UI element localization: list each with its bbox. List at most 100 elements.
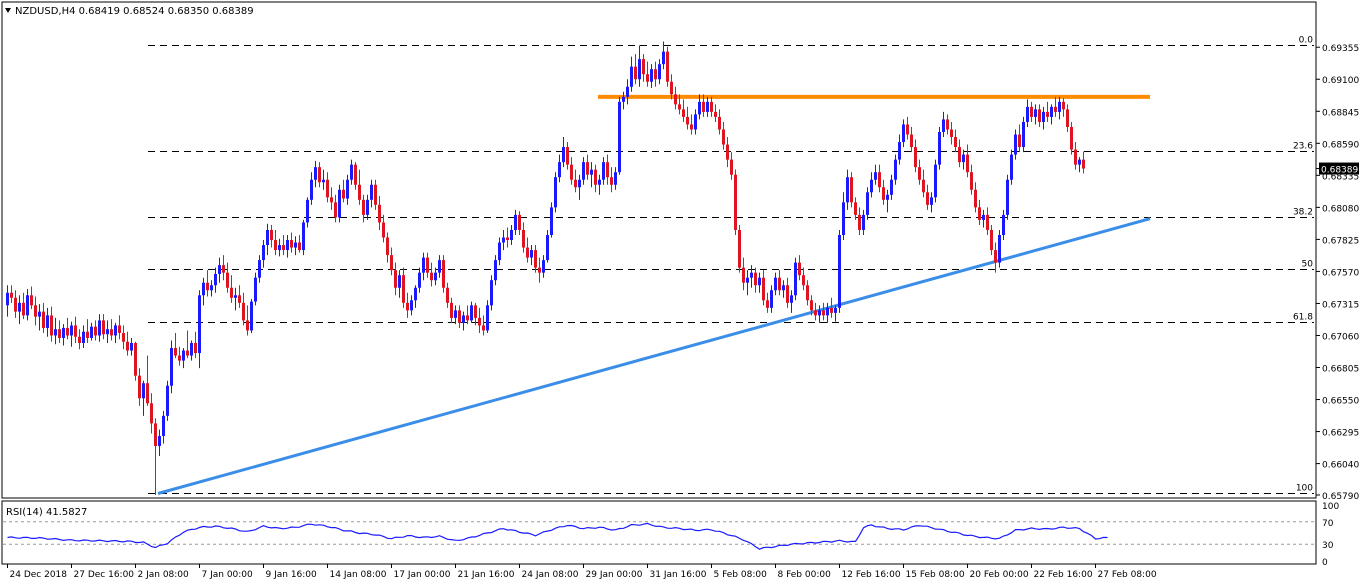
time-tick-label: 15 Feb 08:00 — [906, 570, 965, 580]
rsi-tick-label: 100 — [1322, 502, 1339, 512]
candle-body — [222, 265, 225, 273]
candle-body — [398, 275, 401, 288]
price-tick-label: 0.66550 — [1322, 397, 1359, 407]
candle-body — [378, 204, 381, 223]
candle-body — [638, 59, 641, 80]
candle-body — [986, 214, 989, 230]
candle-body — [422, 257, 425, 273]
candle-body — [162, 415, 165, 436]
candle-body — [998, 234, 1001, 263]
candle-body — [738, 229, 741, 268]
fib-label: 23.6 — [1293, 142, 1313, 152]
candle-body — [562, 147, 565, 163]
candle-body — [94, 326, 97, 336]
candle-body — [718, 116, 721, 130]
candle-body — [258, 260, 261, 278]
candle-body — [686, 116, 689, 125]
candle-body — [558, 162, 561, 178]
price-tick-label: 0.69355 — [1322, 44, 1359, 54]
candle-body — [254, 277, 257, 302]
candle-body — [898, 142, 901, 160]
fib-label: 50 — [1302, 260, 1314, 270]
candle-body — [802, 275, 805, 286]
candle-body — [278, 245, 281, 251]
candle-body — [866, 192, 869, 215]
candle-body — [598, 179, 601, 185]
candle-body — [22, 302, 25, 316]
time-tick-label: 2 Jan 08:00 — [138, 570, 190, 580]
rsi-pane-frame — [1, 500, 1317, 565]
candle-body — [994, 250, 997, 263]
time-tick-label: 22 Feb 16:00 — [1034, 570, 1093, 580]
candle-body — [186, 350, 189, 356]
candle-body — [442, 260, 445, 288]
candle-body — [526, 247, 529, 258]
candle-body — [266, 229, 269, 246]
candle-body — [902, 124, 905, 143]
candle-body — [974, 189, 977, 208]
candle-body — [962, 154, 965, 163]
candle-body — [778, 277, 781, 291]
candle-body — [86, 331, 89, 338]
price-tick-label: 0.68845 — [1322, 108, 1359, 118]
candle-body — [886, 194, 889, 200]
candle-body — [262, 245, 265, 261]
candle-body — [390, 255, 393, 271]
price-tick-label: 0.68335 — [1322, 172, 1359, 182]
candle-body — [138, 375, 141, 399]
candle-body — [78, 336, 81, 344]
candle-body — [122, 332, 125, 342]
candle-body — [46, 315, 49, 328]
candle-body — [218, 265, 221, 274]
price-tick-label: 0.69100 — [1322, 76, 1359, 86]
candle-body — [650, 69, 653, 82]
candle-body — [870, 179, 873, 193]
candle-body — [346, 179, 349, 199]
candle-body — [602, 162, 605, 180]
candle-body — [298, 242, 301, 251]
price-tick-label: 0.66040 — [1322, 461, 1359, 471]
candle-body — [1066, 109, 1069, 127]
candle-body — [126, 341, 129, 351]
candle-body — [102, 320, 105, 335]
candle-body — [1062, 101, 1065, 110]
candle-body — [234, 295, 237, 298]
candle-body — [1026, 106, 1029, 122]
candle-body — [38, 311, 41, 317]
candle-body — [626, 86, 629, 97]
candle-body — [990, 229, 993, 251]
candle-body — [922, 179, 925, 193]
candle-body — [790, 295, 793, 303]
chart-header: NZDUSD,H4 0.68419 0.68524 0.68350 0.6838… — [5, 6, 254, 17]
candle-body — [966, 154, 969, 173]
price-tick-label: 0.66295 — [1322, 429, 1359, 439]
time-tick-label: 17 Jan 00:00 — [394, 570, 451, 580]
time-tick-label: 12 Feb 16:00 — [842, 570, 901, 580]
candle-body — [706, 101, 709, 112]
candle-body — [934, 164, 937, 198]
candle-body — [894, 159, 897, 180]
candle-body — [730, 159, 733, 175]
candle-body — [754, 272, 757, 286]
candle-body — [642, 59, 645, 75]
candle-body — [206, 282, 209, 291]
candle-body — [798, 262, 801, 276]
time-tick-label: 24 Jan 08:00 — [522, 570, 579, 580]
candle-body — [1070, 126, 1073, 150]
price-tick-label: 0.68080 — [1322, 204, 1359, 214]
candle-body — [1082, 159, 1085, 169]
candle-body — [910, 134, 913, 148]
candle-body — [1018, 134, 1021, 148]
candle-body — [306, 199, 309, 223]
candle-body — [550, 207, 553, 235]
candle-body — [570, 164, 573, 180]
candle-body — [666, 51, 669, 82]
candle-body — [534, 250, 537, 268]
candle-body — [690, 124, 693, 130]
candle-body — [458, 310, 461, 323]
candle-body — [954, 137, 957, 148]
candle-body — [430, 272, 433, 281]
candle-body — [62, 327, 65, 338]
candle-body — [478, 317, 481, 326]
candle-body — [382, 222, 385, 238]
